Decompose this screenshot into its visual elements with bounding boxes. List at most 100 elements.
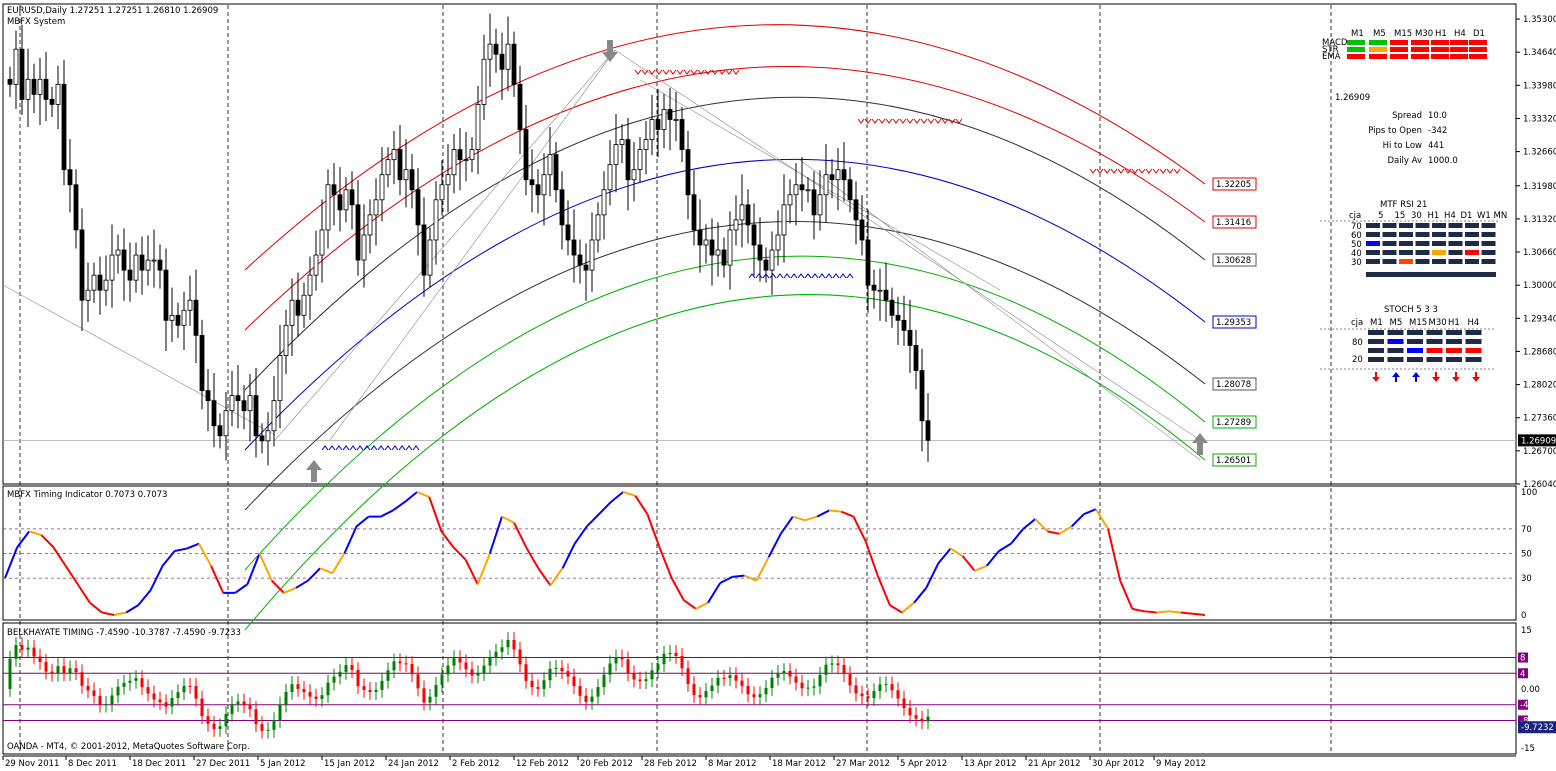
belk-bar	[782, 670, 786, 673]
belk-level-label: -4	[1520, 701, 1528, 711]
tf-header: M30	[1415, 29, 1433, 39]
timing-segment	[380, 509, 394, 518]
candle-body	[223, 410, 229, 437]
candle-body	[751, 224, 757, 246]
belk-bar	[758, 694, 762, 698]
belk-bar	[920, 718, 924, 722]
signal-chevron	[878, 118, 886, 124]
belk-bar	[122, 682, 126, 687]
candle-body	[547, 154, 553, 176]
candle-body	[805, 189, 811, 192]
stoch-up-arrow	[1392, 372, 1400, 382]
y-tick-label: 1.27360	[1523, 414, 1556, 424]
band-label: 1.29353	[1216, 318, 1251, 328]
candle-body	[373, 199, 379, 216]
rsi-cell	[1432, 223, 1446, 228]
rsi-level: 50	[1351, 240, 1362, 250]
belk-bar	[134, 678, 138, 681]
candle-body	[385, 159, 391, 176]
belk-level-tag	[1518, 652, 1528, 663]
x-tick-label: 21 Apr 2012	[1028, 759, 1081, 769]
belk-bar	[884, 684, 888, 686]
belk-level-tag	[1518, 668, 1528, 679]
belk-bar	[896, 690, 900, 699]
belk-bar	[62, 666, 66, 674]
stoch-title: STOCH 5 3 3	[1384, 305, 1438, 315]
candle-body	[397, 149, 403, 181]
band-line	[244, 294, 1206, 631]
signal-chevron	[725, 69, 733, 75]
candle-body	[697, 229, 703, 246]
timing-segment	[598, 501, 612, 515]
candle-body	[733, 219, 739, 231]
belk-bar	[656, 664, 660, 671]
candle-body	[511, 43, 517, 85]
belk-bar	[110, 695, 114, 705]
rsi-cell	[1415, 250, 1430, 255]
rsi-level: 40	[1351, 249, 1362, 259]
timing-segment	[634, 495, 649, 515]
stoch-cell	[1387, 348, 1404, 353]
belk-level-label: 4	[1520, 669, 1525, 679]
candle-body	[787, 194, 793, 206]
timing-segment	[331, 552, 346, 574]
signal-chevron	[1103, 168, 1111, 174]
belk-bar	[248, 705, 252, 710]
y-tick-label: 1.31320	[1523, 215, 1556, 225]
timing-segment	[852, 516, 867, 542]
belk-bar	[848, 674, 852, 686]
candle-body	[865, 239, 871, 286]
signal-chevron	[377, 445, 385, 451]
candle-body	[259, 435, 265, 442]
signal-chevron	[825, 273, 833, 279]
timing-segment	[452, 546, 467, 561]
timing-segment	[1168, 610, 1181, 614]
belk-level-tag	[1518, 715, 1528, 726]
candle-body	[763, 259, 769, 271]
signal-chevron	[846, 273, 854, 279]
candle-body	[679, 119, 685, 151]
candle-body	[727, 229, 733, 266]
timing-segment	[816, 509, 830, 518]
belk-current-label: -9.7232	[1521, 723, 1554, 733]
rsi-cell	[1481, 259, 1496, 264]
signal-chevron	[634, 69, 642, 75]
belk-bar	[590, 696, 594, 702]
belk-tick-label: -15	[1521, 744, 1535, 754]
stoch-cell	[1465, 357, 1482, 362]
belk-bar	[116, 686, 120, 696]
candle-body	[271, 400, 277, 432]
timing-segment	[355, 515, 370, 528]
timing-segment	[113, 611, 127, 616]
row-label: MACD	[1322, 38, 1348, 48]
stat-label: Daily Av	[1387, 156, 1422, 166]
timing-segment	[658, 546, 673, 579]
signal-markers	[306, 40, 1208, 482]
candle-body	[607, 164, 613, 191]
signal-chevron	[1145, 168, 1153, 174]
candle-body	[901, 319, 907, 331]
signal-chevron	[384, 445, 392, 451]
rsi-header: 15	[1395, 211, 1406, 221]
candle-body	[589, 239, 595, 271]
candle-body	[799, 184, 805, 191]
band-price-labels: 1.32205 1.31416 1.30628 1.29353 1.28078 1.272…	[1212, 177, 1257, 467]
band-line	[244, 24, 1206, 271]
belk-bar	[92, 690, 96, 696]
candle-body	[907, 329, 913, 346]
belk-bar	[464, 662, 468, 670]
timing-segment	[404, 491, 418, 503]
signal-chevron	[676, 69, 684, 75]
belk-bar	[608, 663, 612, 675]
belk-bar	[158, 699, 162, 703]
candle-body	[391, 149, 397, 161]
rsi-cell	[1465, 232, 1479, 237]
candle-body	[109, 254, 115, 281]
belk-bar	[266, 729, 270, 731]
rsi-cell	[1481, 241, 1496, 246]
y-tick-label: 1.35300	[1523, 15, 1556, 25]
belk-bar	[314, 696, 318, 699]
signal-chevron	[641, 69, 649, 75]
signal-chevron	[1089, 168, 1097, 174]
